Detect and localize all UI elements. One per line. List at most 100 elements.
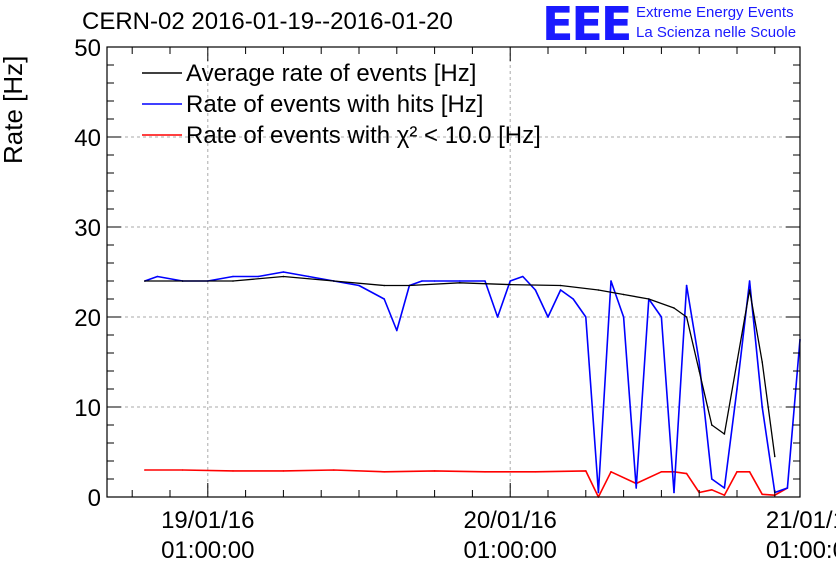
logo-line-2: La Scienza nelle Scuole: [636, 24, 797, 41]
data-point-hits: [232, 275, 234, 278]
data-point-hits: [396, 329, 398, 332]
logo-line-1: Extreme Energy Events: [636, 4, 794, 21]
data-point-average: [232, 280, 234, 282]
data-point-hits: [711, 478, 713, 480]
y-tick-label: 10: [74, 395, 101, 422]
data-point-chi2: [610, 471, 612, 473]
plot-frame: [106, 46, 801, 498]
x-tick-time: 01:00:00: [463, 537, 556, 564]
data-point-chi2: [333, 469, 335, 471]
data-point-average: [622, 293, 625, 296]
data-point-chi2: [673, 471, 675, 473]
data-point-hits: [433, 280, 436, 282]
data-point-hits: [597, 491, 600, 494]
y-tick-label: 0: [88, 485, 101, 512]
series-line-average: [144, 275, 776, 457]
data-point-average: [685, 316, 688, 318]
data-point-chi2: [711, 489, 713, 491]
data-point-chi2: [585, 470, 587, 472]
data-point-hits: [685, 284, 688, 287]
data-point-average: [748, 289, 751, 291]
series-layer: [144, 271, 801, 498]
data-point-average: [181, 280, 184, 282]
data-point-hits: [585, 316, 587, 318]
x-tick-time: 01:00:00: [766, 537, 836, 564]
data-point-hits: [736, 388, 738, 390]
data-point-chi2: [534, 471, 537, 473]
data-point-hits: [522, 275, 524, 278]
data-point-hits: [307, 275, 310, 278]
y-tick-label: 20: [74, 305, 101, 332]
data-point-hits: [572, 298, 574, 300]
data-point-chi2: [761, 493, 763, 496]
data-point-hits: [547, 316, 549, 318]
data-point-hits: [635, 487, 637, 489]
data-point-hits: [660, 316, 663, 318]
legend-label-hits: Rate of events with hits [Hz]: [186, 91, 483, 118]
data-point-hits: [484, 280, 486, 282]
data-point-hits: [559, 289, 562, 291]
data-point-hits: [610, 280, 612, 282]
data-point-hits: [748, 280, 751, 282]
data-point-average: [736, 361, 738, 363]
data-point-average: [648, 298, 650, 300]
data-point-hits: [509, 280, 512, 282]
eee-logo: EEE: [542, 0, 632, 51]
data-point-average: [597, 289, 600, 291]
x-tick-date: 19/01/16: [161, 507, 254, 534]
data-point-chi2: [144, 469, 146, 471]
x-tick-date: 21/01/16: [766, 507, 836, 534]
data-point-chi2: [282, 470, 285, 472]
data-point-hits: [156, 275, 159, 278]
data-point-hits: [673, 491, 675, 494]
y-tick-label: 30: [74, 215, 101, 242]
data-point-average: [673, 307, 675, 309]
data-point-hits: [723, 487, 726, 489]
legend-label-chi2: Rate of events with χ² < 10.0 [Hz]: [186, 122, 541, 149]
data-point-average: [761, 361, 763, 363]
data-point-average: [383, 284, 386, 287]
data-point-average: [723, 433, 726, 435]
data-point-average: [144, 280, 146, 282]
data-point-hits: [786, 487, 789, 489]
data-point-hits: [257, 275, 260, 278]
data-point-average: [711, 424, 713, 426]
x-axis: 19/01/16 01:00:00 20/01/16 01:00:00 21/01/16…: [131, 47, 836, 564]
data-point-average: [774, 455, 776, 458]
data-point-chi2: [232, 470, 234, 472]
data-point-chi2: [736, 471, 738, 473]
data-point-hits: [622, 316, 625, 318]
data-point-chi2: [685, 472, 688, 475]
data-point-chi2: [181, 469, 184, 471]
data-point-hits: [459, 280, 461, 282]
data-point-average: [559, 284, 562, 287]
data-point-chi2: [433, 470, 436, 472]
x-tick-time: 01:00:00: [161, 537, 254, 564]
y-axis: 0 10 20 30 40 50: [74, 35, 800, 512]
data-point-average: [509, 283, 512, 286]
legend: Average rate of events [Hz] Rate of event…: [142, 60, 541, 149]
data-point-hits: [282, 271, 285, 273]
legend-label-average: Average rate of events [Hz]: [186, 60, 476, 87]
y-axis-label: Rate [Hz]: [0, 55, 28, 164]
data-point-hits: [534, 289, 537, 291]
series-line-hits: [144, 271, 801, 494]
y-tick-label: 40: [74, 125, 101, 152]
data-point-average: [459, 282, 461, 284]
chart-title: CERN-02 2016-01-19--2016-01-20: [82, 8, 453, 35]
data-point-hits: [496, 316, 499, 318]
data-point-chi2: [484, 471, 486, 473]
data-point-hits: [358, 284, 360, 287]
data-point-chi2: [660, 471, 663, 473]
data-point-chi2: [723, 494, 726, 497]
x-tick-date: 20/01/16: [463, 507, 556, 534]
data-point-average: [408, 284, 411, 287]
data-point-hits: [383, 298, 386, 300]
data-point-hits: [698, 361, 700, 363]
data-point-average: [698, 370, 700, 372]
data-point-chi2: [383, 471, 386, 473]
y-tick-label: 50: [74, 35, 101, 62]
data-point-hits: [761, 406, 763, 408]
data-point-chi2: [748, 471, 751, 473]
